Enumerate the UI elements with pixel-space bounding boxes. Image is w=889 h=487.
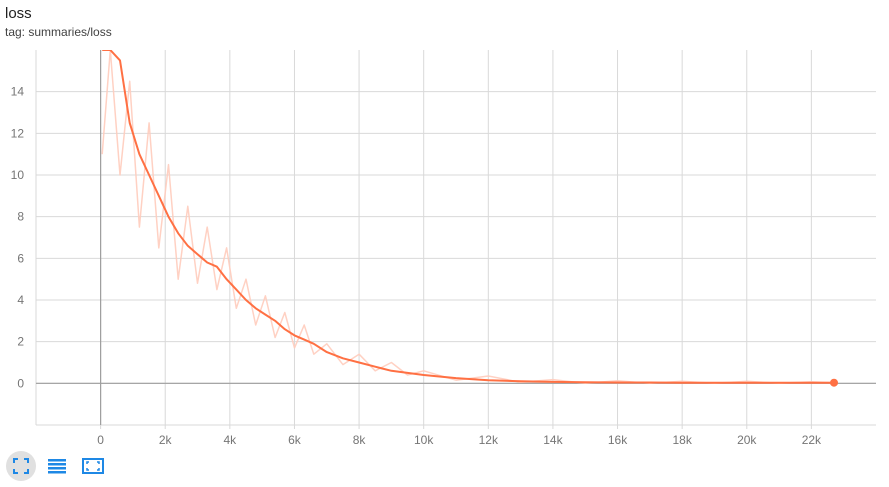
y-tick-label: 2 [17, 335, 24, 349]
y-tick-label: 14 [11, 85, 25, 99]
fit-domain-button[interactable] [6, 451, 36, 481]
y-tick-label: 12 [11, 126, 25, 140]
y-tick-label: 6 [17, 251, 24, 265]
x-tick-label: 12k [479, 433, 499, 447]
x-tick-label: 0 [97, 433, 104, 447]
x-tick-label: 8k [353, 433, 367, 447]
raw-loss-line [101, 50, 835, 385]
expand-chart-button[interactable] [78, 451, 108, 481]
chart-tag: tag: summaries/loss [5, 25, 112, 39]
x-tick-label: 20k [737, 433, 757, 447]
smoothed-loss-line [102, 50, 834, 384]
y-tick-label: 4 [17, 293, 24, 307]
x-tick-label: 2k [159, 433, 173, 447]
expand-chart-icon [82, 458, 104, 474]
x-tick-label: 4k [224, 433, 238, 447]
y-tick-label: 0 [17, 376, 24, 390]
y-tick-label: 8 [17, 210, 24, 224]
x-tick-label: 14k [543, 433, 563, 447]
y-tick-label: 10 [11, 168, 25, 182]
x-tick-label: 22k [802, 433, 822, 447]
fit-domain-icon [13, 458, 29, 474]
x-tick-label: 18k [672, 433, 692, 447]
x-tick-label: 10k [414, 433, 434, 447]
x-tick-label: 6k [288, 433, 302, 447]
x-tick-label: 16k [608, 433, 628, 447]
chart-toolbar [6, 451, 108, 481]
log-scale-button[interactable] [42, 451, 72, 481]
last-point-marker [830, 378, 838, 387]
chart-title: loss [5, 5, 32, 22]
log-scale-icon [48, 458, 66, 474]
